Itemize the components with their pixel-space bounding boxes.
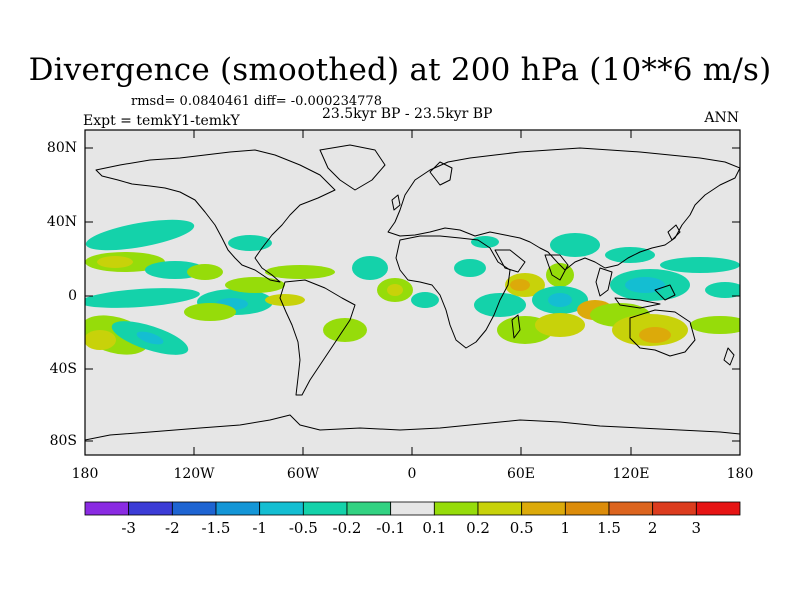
anomaly-blob (454, 259, 486, 277)
lon-label: 60E (506, 466, 536, 482)
colorbar-label: -2 (165, 519, 180, 537)
anomaly-blob (548, 293, 572, 307)
anomaly-blob (387, 284, 403, 296)
anomaly-blob (639, 327, 671, 343)
colorbar-label: -1.5 (201, 519, 231, 537)
colorbar-swatch (390, 501, 435, 516)
axis-ticks (84, 130, 741, 455)
colorbar (84, 501, 741, 516)
colorbar-label: 0.1 (422, 519, 447, 537)
lat-label: 40N (46, 214, 77, 230)
colorbar-swatch (302, 501, 348, 516)
anomaly-blob (228, 235, 272, 251)
lon-label: 60W (286, 466, 320, 482)
lat-label: 40S (49, 361, 77, 377)
colorbar-swatch (608, 501, 654, 516)
anomaly-blob (474, 293, 526, 317)
colorbar-swatch (433, 501, 479, 516)
lat-label: 80N (46, 140, 77, 156)
colorbar-swatch (259, 501, 304, 516)
colorbar-swatch (564, 501, 610, 516)
anomaly-blob (352, 256, 388, 280)
anomaly-blob (510, 279, 530, 291)
anomaly-blob (265, 294, 305, 306)
colorbar-label: 0.5 (509, 519, 534, 537)
colorbar-swatch (346, 501, 392, 516)
anomaly-blob (660, 257, 740, 273)
anomaly-blob (323, 318, 367, 342)
colorbar-label: 1 (560, 519, 571, 537)
lat-label: 0 (68, 288, 77, 304)
colorbar-swatch (521, 501, 566, 516)
colorbar-label: -1 (252, 519, 267, 537)
colorbar-label: -0.2 (332, 519, 362, 537)
colorbar-label: 1.5 (597, 519, 621, 537)
period-label: 23.5kyr BP - 23.5kyr BP (322, 106, 493, 122)
anomaly-blob (625, 277, 665, 293)
lon-label: 180 (726, 466, 754, 482)
coastlines (85, 144, 740, 441)
anomaly-blob (265, 265, 335, 279)
colorbar-swatch (84, 501, 130, 516)
lon-label: 180 (71, 466, 99, 482)
colorbar-label: -3 (121, 519, 136, 537)
lon-label: 0 (407, 466, 417, 482)
colorbar-swatch (652, 501, 697, 516)
plot-title: Divergence (smoothed) at 200 hPa (10**6 … (28, 52, 772, 88)
lon-label: 120W (173, 466, 215, 482)
anomaly-blob (535, 313, 585, 337)
anomaly-blob (85, 219, 195, 251)
anomaly-blob (705, 282, 740, 298)
anomaly-blob (136, 331, 164, 345)
anomaly-blob (97, 256, 133, 268)
experiment-label: Expt = temkY1-temkY (83, 113, 240, 129)
colorbar-swatch (128, 501, 173, 516)
season-label: ANN (704, 110, 739, 126)
anomaly-blob (187, 264, 223, 280)
colorbar-label: 0.2 (466, 519, 490, 537)
anomaly-blob (411, 292, 439, 308)
colorbar-label: -0.1 (376, 519, 406, 537)
lat-label: 80S (49, 433, 77, 449)
colorbar-label: 2 (647, 519, 658, 537)
anomaly-blob (184, 303, 236, 321)
anomaly-blob (85, 288, 200, 308)
colorbar-swatch (171, 501, 217, 516)
colorbar-label: 3 (691, 519, 702, 537)
anomaly-blob (85, 330, 116, 350)
field-shading (85, 219, 740, 355)
colorbar-swatch (477, 501, 523, 516)
anomaly-blob (690, 316, 740, 334)
anomaly-blob (225, 277, 285, 293)
colorbar-swatch (695, 501, 741, 516)
anomaly-blob (471, 236, 499, 248)
stats-text: rmsd= 0.0840461 diff= -0.000234778 (131, 94, 382, 109)
colorbar-label: -0.5 (288, 519, 318, 537)
anomaly-blob (550, 233, 600, 257)
colorbar-swatch (215, 501, 261, 516)
lon-label: 120E (612, 466, 650, 482)
